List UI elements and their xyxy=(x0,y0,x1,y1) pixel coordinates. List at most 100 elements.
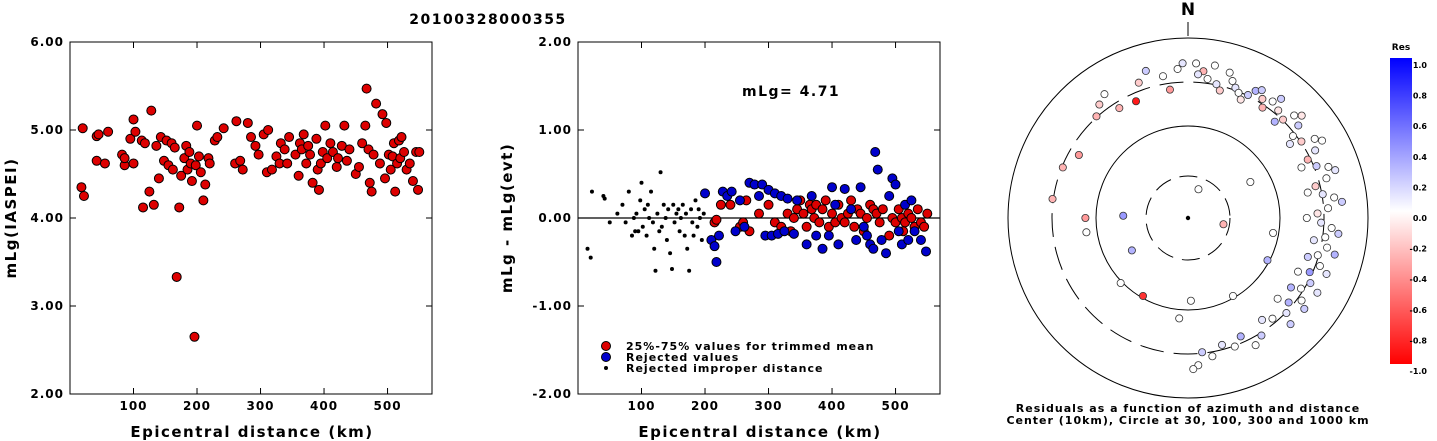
station-residual-point xyxy=(1189,365,1198,374)
rejected-point xyxy=(861,230,872,241)
station-residual-point xyxy=(1274,106,1283,115)
trimmed-point xyxy=(788,213,799,223)
magnitude-point xyxy=(407,176,418,187)
station-residual-point xyxy=(1317,218,1326,227)
magnitude-point xyxy=(119,153,130,164)
legend-label: Rejected improper distance xyxy=(626,362,823,375)
improper-distance-point xyxy=(689,207,694,212)
plot1-xtick-label: 300 xyxy=(246,399,274,413)
improper-distance-point xyxy=(699,238,704,242)
station-residual-point xyxy=(1212,80,1221,89)
magnitude-point xyxy=(390,186,401,197)
plot2-ytick-label: 1.00 xyxy=(538,123,572,137)
colorbar-tick-label: 0.2 xyxy=(1413,183,1427,192)
plot1-ytick-label: 4.00 xyxy=(30,211,64,225)
station-residual-point xyxy=(1313,251,1322,260)
improper-distance-point xyxy=(677,229,682,234)
magnitude-point xyxy=(146,105,157,116)
station-residual-point xyxy=(1132,97,1141,106)
station-residual-point xyxy=(1228,77,1237,86)
rejected-point xyxy=(846,204,857,215)
magnitude-point xyxy=(320,120,331,131)
improper-distance-point xyxy=(639,180,644,185)
improper-distance-point xyxy=(682,233,687,238)
station-residual-point xyxy=(1258,315,1267,324)
improper-distance-point xyxy=(680,202,685,207)
improper-distance-point xyxy=(645,202,650,207)
trimmed-point xyxy=(884,230,895,241)
rejected-point xyxy=(754,191,764,201)
rejected-point xyxy=(730,226,741,237)
station-residual-point xyxy=(1311,182,1320,191)
trimmed-point xyxy=(827,208,838,219)
improper-distance-point xyxy=(585,246,590,251)
improper-distance-point xyxy=(672,220,677,225)
colorbar-title: Res xyxy=(1392,43,1410,53)
rejected-point xyxy=(890,179,901,190)
plot2-ytick-label: -2.00 xyxy=(532,387,572,401)
trimmed-point xyxy=(912,204,923,215)
trimmed-point xyxy=(801,221,812,232)
station-residual-point xyxy=(1297,163,1306,172)
magnitude-point xyxy=(198,195,209,206)
station-residual-point xyxy=(1173,64,1182,73)
trimmed-point xyxy=(725,199,736,210)
station-residual-point xyxy=(1194,70,1203,79)
colorbar-tick-label: -0.2 xyxy=(1410,245,1428,254)
station-residual-point xyxy=(1258,103,1267,112)
station-residual-point xyxy=(1302,213,1311,222)
magnitude-point xyxy=(303,140,314,151)
magnitude-point xyxy=(364,177,375,188)
rejected-point xyxy=(872,164,883,175)
magnitude-vs-distance-plot: 2.00 3.00 4.00 5.00 6.00 100 200 300 400 500 Epic… xyxy=(2,35,433,441)
station-residual-point xyxy=(1186,296,1195,305)
rejected-point xyxy=(734,195,745,206)
polar-caption-line2: Center (10km), Circle at 30, 100, 300 an… xyxy=(1006,414,1369,427)
improper-distance-point xyxy=(655,211,660,216)
rejected-point xyxy=(801,239,812,250)
mlg-annotation: mLg= 4.71 xyxy=(742,84,840,100)
trimmed-point xyxy=(861,213,872,223)
magnitude-point xyxy=(174,202,185,213)
station-residual-point xyxy=(1324,162,1333,171)
improper-distance-point xyxy=(629,233,634,238)
improper-distance-point xyxy=(657,229,662,234)
magnitude-point xyxy=(368,149,379,160)
station-residual-point xyxy=(1141,66,1150,75)
improper-distance-point xyxy=(602,196,607,201)
rejected-point xyxy=(868,243,879,254)
improper-distance-point xyxy=(687,268,692,273)
improper-distance-point xyxy=(659,224,664,229)
rejected-point xyxy=(893,226,904,237)
trimmed-point xyxy=(754,208,764,219)
magnitude-point xyxy=(413,184,424,195)
magnitude-point xyxy=(380,173,391,184)
rejected-point xyxy=(870,147,881,157)
station-residual-point xyxy=(1273,294,1282,303)
magnitude-point xyxy=(77,123,88,134)
magnitude-point xyxy=(305,149,316,160)
improper-distance-point xyxy=(676,207,681,212)
station-residual-point xyxy=(1257,331,1266,340)
rejected-point xyxy=(709,241,720,252)
station-residual-point xyxy=(1208,352,1217,361)
station-residual-point xyxy=(1236,332,1245,341)
station-residual-point xyxy=(1139,291,1148,300)
station-residual-point xyxy=(1116,279,1125,288)
plot1-ytick-label: 2.00 xyxy=(30,387,64,401)
magnitude-point xyxy=(371,98,382,109)
station-residual-point xyxy=(1218,340,1227,349)
legend-marker xyxy=(604,366,608,370)
station-residual-point xyxy=(1310,134,1319,143)
colorbar-tick-label: -0.6 xyxy=(1410,306,1428,315)
station-residual-point xyxy=(1297,137,1306,146)
station-residual-point xyxy=(1313,209,1322,218)
magnitude-point xyxy=(279,144,290,155)
trimmed-point xyxy=(922,208,933,219)
station-residual-point xyxy=(1092,112,1101,121)
station-residual-point xyxy=(1282,309,1291,318)
station-residual-point xyxy=(1251,341,1260,350)
plot2-xtick-label: 400 xyxy=(818,399,846,413)
plot1-xtick-label: 100 xyxy=(119,399,147,413)
magnitude-point xyxy=(218,123,229,134)
